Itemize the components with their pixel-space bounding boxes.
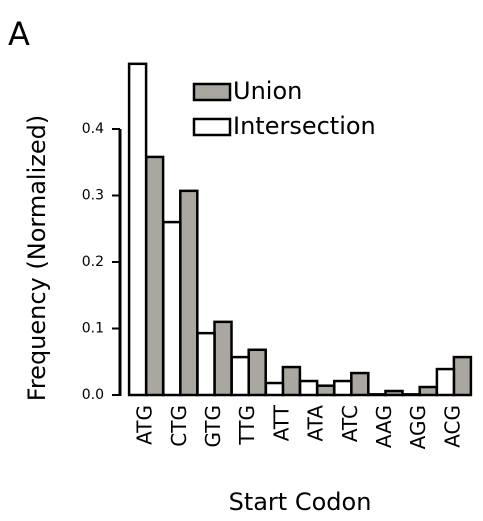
bar	[196, 331, 216, 397]
legend-swatch	[192, 117, 232, 137]
y-tick-label: 0.3	[82, 188, 104, 204]
x-tick-label: ATG	[133, 405, 157, 445]
bar	[162, 220, 182, 397]
x-axis-title: Start Codon	[229, 488, 372, 516]
bar	[418, 385, 438, 397]
x-tick-label: CTG	[167, 405, 191, 447]
x-tick-label: TTG	[235, 405, 259, 446]
legend-label: Intersection	[233, 112, 376, 140]
bar	[230, 355, 250, 397]
bar	[144, 155, 165, 397]
bar	[367, 393, 387, 397]
x-tick-label: GTG	[201, 405, 225, 448]
bar	[435, 367, 456, 397]
x-tick-label: AGG	[406, 405, 430, 449]
bar	[315, 384, 336, 397]
bar	[333, 379, 353, 397]
bar	[281, 365, 302, 397]
bar	[401, 393, 421, 397]
x-tick-label: AAG	[372, 405, 396, 448]
bar	[452, 355, 473, 397]
bar	[179, 189, 199, 397]
bar	[213, 320, 233, 397]
bar	[247, 348, 267, 397]
y-tick-label: 0.4	[82, 121, 104, 137]
bar	[350, 371, 370, 397]
x-tick-label: ATC	[338, 405, 362, 442]
legend-label: Union	[233, 77, 302, 105]
y-tick-label: 0.2	[82, 254, 104, 270]
x-tick-label: ATT	[269, 404, 293, 441]
bar	[384, 389, 404, 397]
legend-swatch	[192, 82, 232, 102]
panel-label: A	[8, 15, 30, 53]
y-axis-title: Frequency (Normalized)	[23, 115, 51, 401]
y-tick-label: 0.0	[82, 387, 104, 403]
x-tick-label: ATA	[304, 405, 328, 442]
y-tick-label: 0.1	[82, 321, 104, 337]
bar	[127, 62, 148, 397]
bar	[264, 381, 285, 397]
bar	[298, 379, 319, 397]
x-tick-label: ACG	[440, 405, 464, 448]
